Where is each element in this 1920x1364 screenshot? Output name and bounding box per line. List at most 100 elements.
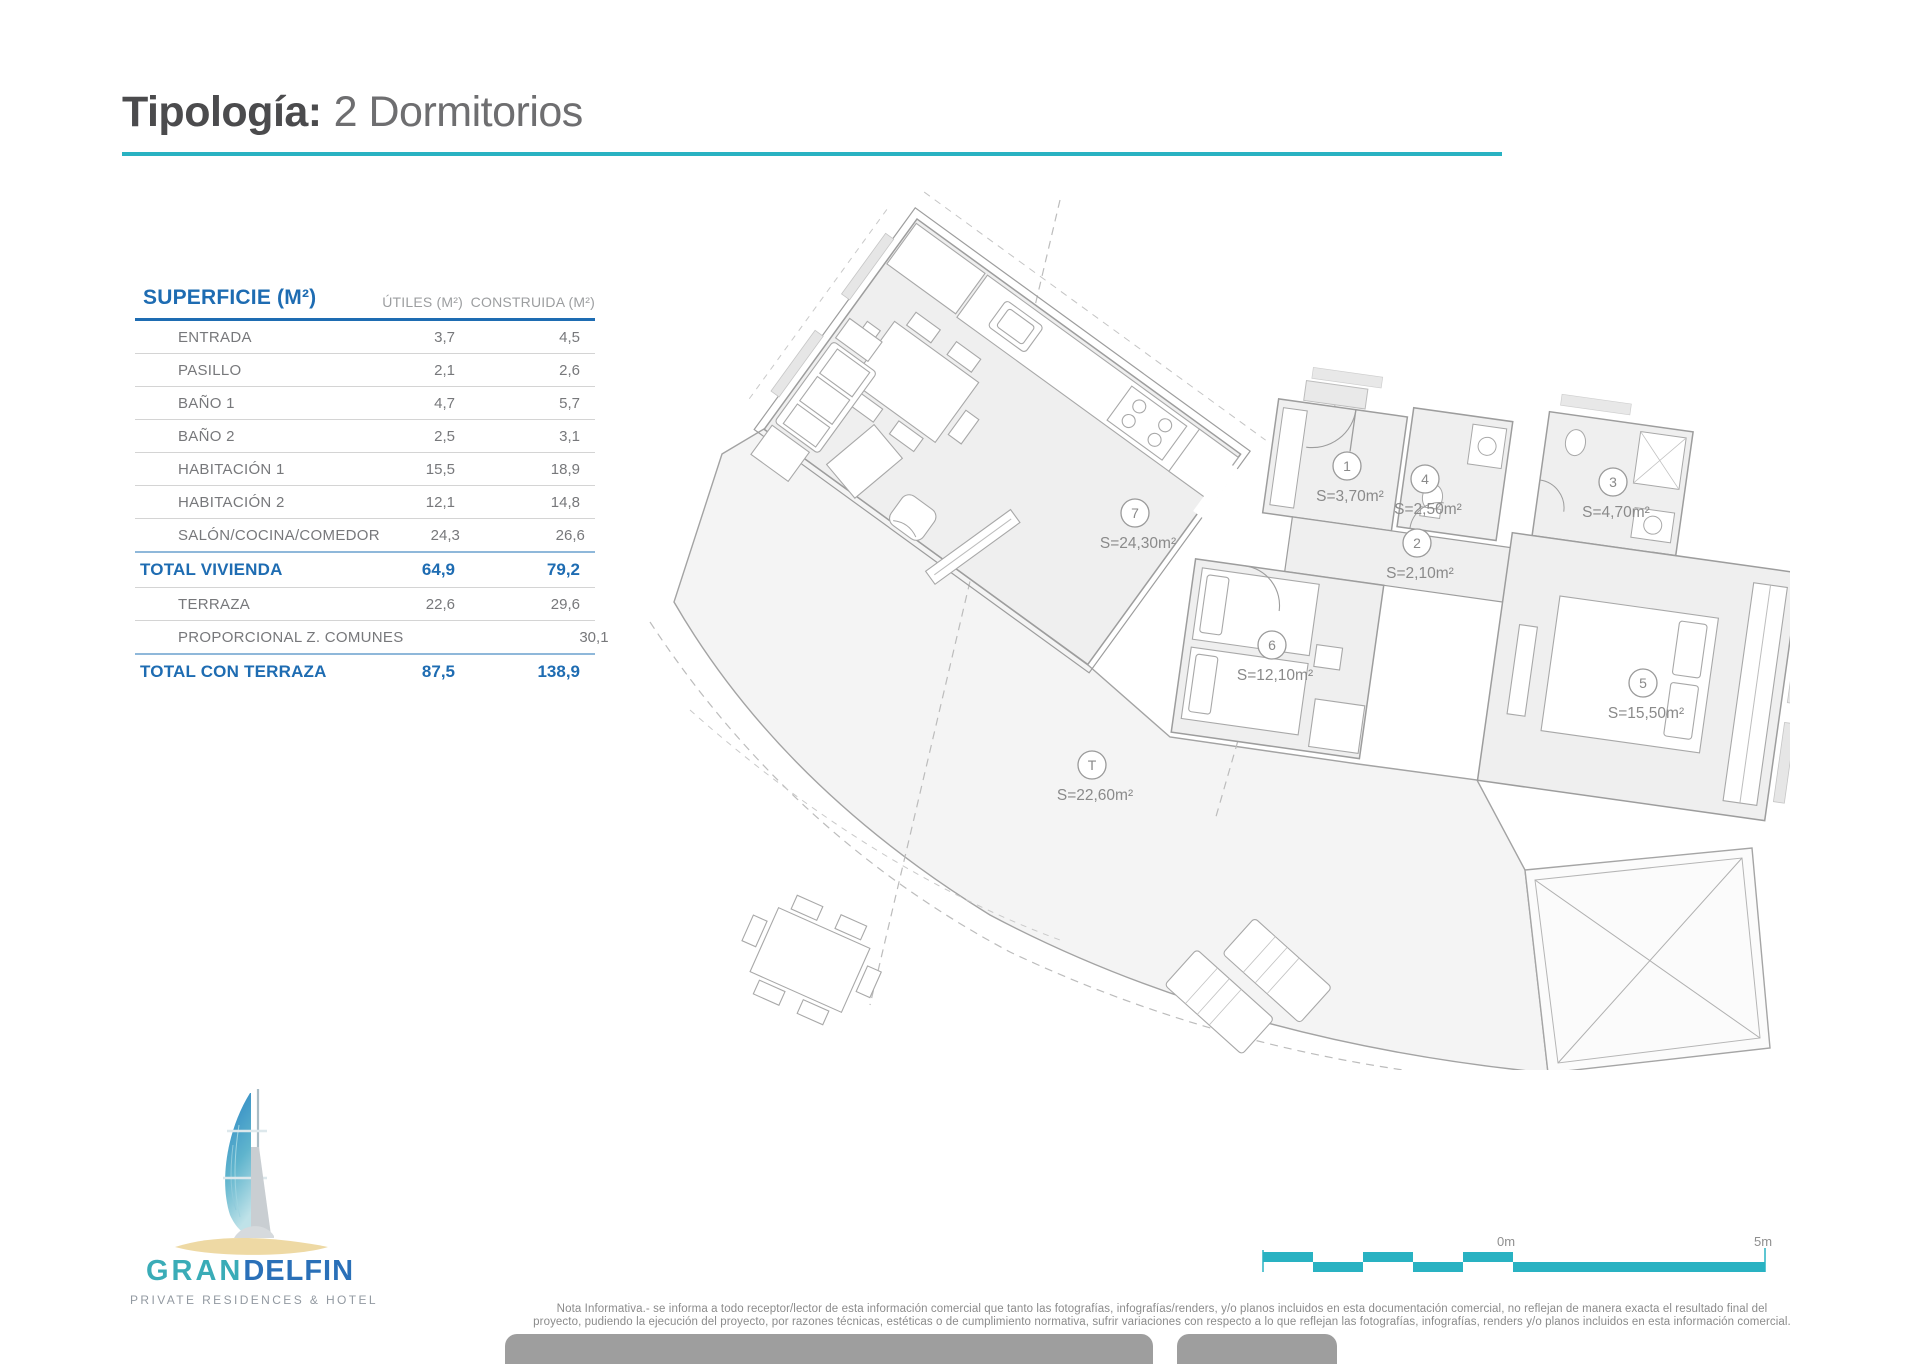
table-title: SUPERFICIE (M²) [143,286,317,309]
cell-label: HABITACIÓN 1 [178,460,285,478]
cell-utiles: 12,1 [425,493,455,511]
room-label-5: 5 S=15,50m² [1608,668,1684,722]
table-row: PASILLO 2,1 2,6 [135,353,595,386]
tv-sideboard [924,508,1021,585]
table-row: ENTRADA 3,7 4,5 [135,321,595,353]
bathroom-1 [1531,410,1694,557]
wardrobe [1307,698,1366,754]
cell-construida: 5,7 [559,394,580,412]
brand-name-second: DELFIN [243,1255,355,1287]
title-value: 2 Dormitorios [333,88,584,136]
scale-bar-segments [1263,1252,1765,1272]
coffee-table [825,423,904,499]
table-row: TOTAL CON TERRAZA 87,5 138,9 [135,653,595,689]
cell-label: PROPORCIONAL Z. COMUNES [178,628,404,646]
surface-table-body: ENTRADA 3,7 4,5 PASILLO 2,1 2,6 BAÑO 1 4,7 5,7 BA… [135,321,609,689]
room-number-circle [1077,750,1107,780]
window [1560,393,1632,416]
bottom-bar-right[interactable] [1177,1334,1337,1364]
table-row: TOTAL VIVIENDA 64,9 79,2 [135,551,595,587]
window [840,232,895,301]
room-number: 2 [1413,535,1421,551]
cell-construida: 79,2 [546,560,580,579]
terrace-furniture [741,894,1331,1054]
room-area: S=15,50m² [1608,705,1684,722]
entry-door-arc [1306,409,1357,449]
table-row: PROPORCIONAL Z. COMUNES 30,1 [135,620,609,653]
column-header-utiles: ÚTILES (M²) [382,294,463,310]
cell-utiles: 15,5 [425,460,455,478]
cell-label: PASILLO [178,361,242,379]
room-number: T [1088,757,1097,773]
cell-label: TOTAL CON TERRAZA [140,662,327,681]
cell-utiles: 64,9 [421,560,455,579]
room-label-3: 3 S=4,70m² [1582,467,1650,521]
table-row: SALÓN/COCINA/COMEDOR 24,3 26,6 [135,518,595,551]
shower [1632,431,1687,491]
cell-construida: 26,6 [555,526,585,544]
room-number: 4 [1421,471,1429,487]
title-underline [122,152,1502,156]
room-label-T: T S=22,60m² [1057,750,1133,804]
living-room [745,191,1266,674]
armchair [888,494,937,541]
table-row: BAÑO 1 4,7 5,7 [135,386,595,419]
cell-construida: 3,1 [559,427,580,445]
scale-start-label: 0m [1497,1235,1515,1249]
cell-construida: 138,9 [537,662,580,681]
outdoor-table [741,894,882,1026]
brand-tagline: PRIVATE RESIDENCES & HOTEL [130,1293,378,1307]
room-area: S=4,70m² [1582,504,1650,521]
apartment [745,191,1790,822]
room-number: 3 [1609,474,1617,490]
room-number-circle [1628,668,1658,698]
surface-table-header: SUPERFICIE (M²) ÚTILES (M²) CONSTRUIDA (… [135,286,595,321]
page-title: Tipología: 2 Dormitorios [122,88,583,137]
entry-hall [1261,380,1409,532]
entry-closet [1269,407,1308,509]
bedroom-2 [1170,558,1385,760]
window [770,329,824,398]
cell-construida: 14,8 [550,493,580,511]
cell-utiles: 22,6 [425,595,455,613]
cell-utiles: 2,5 [434,427,455,445]
room-label-4: 4 S=2,50m² [1394,464,1462,518]
brand-name: GRANDELFIN [130,1257,370,1286]
cell-construida: 18,9 [550,460,580,478]
scale-end-label: 5m [1754,1235,1772,1249]
room-number: 5 [1639,675,1647,691]
kitchen-counter [886,222,1240,501]
cell-construida: 29,6 [550,595,580,613]
room-number-circle [1598,467,1628,497]
sun-loungers [1165,919,1331,1054]
bottom-bar-left[interactable] [505,1334,1153,1364]
bench [1506,623,1539,717]
disclaimer-line-2: proyecto, pudiendo la ejecución del proy… [533,1316,1791,1328]
room-number-circle [1332,451,1362,481]
title-label: Tipología: [122,88,322,136]
cell-utiles: 24,3 [430,526,460,544]
room-area: S=3,70m² [1316,488,1384,505]
cell-utiles: 2,1 [434,361,455,379]
brand-logo: GRANDELFIN PRIVATE RESIDENCES & HOTEL [130,1085,376,1307]
cell-label: SALÓN/COCINA/COMEDOR [178,526,380,544]
disclaimer-line-1: Nota Informativa.- se informa a todo rec… [556,1303,1768,1315]
nightstand [1313,643,1344,671]
cell-construida: 2,6 [559,361,580,379]
cell-label: TERRAZA [178,595,251,613]
surface-table: SUPERFICIE (M²) ÚTILES (M²) CONSTRUIDA (… [135,286,609,689]
cell-label: TOTAL VIVIENDA [140,560,283,579]
floor-plan: 7 S=24,30m² 1 S=3,70m² 4 S=2,50m² 3 S=4,70m² 2 S=… [649,191,1790,1070]
room-area: S=2,10m² [1386,565,1454,582]
table-row: TERRAZA 22,6 29,6 [135,587,595,620]
cell-utiles: 4,7 [434,394,455,412]
room-number: 6 [1268,637,1276,653]
cell-utiles: 87,5 [421,662,455,681]
room-label-1: 1 S=3,70m² [1316,451,1384,505]
cell-label: BAÑO 2 [178,427,235,445]
room-area: S=2,50m² [1394,501,1462,518]
room-number: 7 [1131,505,1139,521]
cell-label: HABITACIÓN 2 [178,493,285,511]
room-area: S=22,60m² [1057,787,1133,804]
sail-tower-icon [175,1089,328,1255]
